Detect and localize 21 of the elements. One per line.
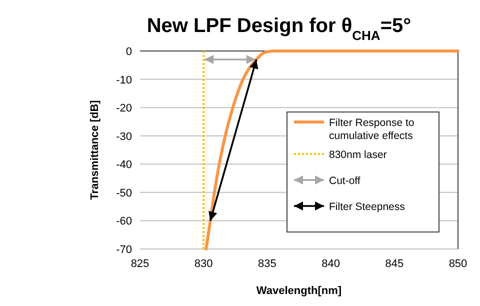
x-tick-label: 830 [194,258,213,270]
y-tick-label: 0 [126,46,132,58]
y-tick-label: -70 [116,244,132,256]
y-tick-label: -40 [116,159,132,172]
y-tick-label: -60 [116,216,132,228]
x-tick-label: 850 [448,258,468,270]
y-tick-label: -50 [116,187,132,200]
x-axis-title: Wavelength[nm] [256,285,342,297]
chart-title: New LPF Design for θ$_{CHA}$=5° [146,15,412,42]
y-axis-title: Transmittance [dB] [89,100,101,200]
legend-label: Filter Response to cumulative effects [329,117,414,142]
x-tick-label: 835 [258,258,276,270]
annotation: Filter Steepness [329,201,405,213]
y-tick-label: -30 [116,130,132,143]
x-tick-label: 840 [322,258,340,270]
annotation: Cut-off [329,175,360,187]
y-tick-label: -20 [116,102,132,115]
legend-label: 830nm laser [329,149,388,161]
y-tick-label: -10 [116,74,132,86]
x-tick-label: 825 [130,258,150,270]
x-tick-label: 845 [385,258,404,270]
